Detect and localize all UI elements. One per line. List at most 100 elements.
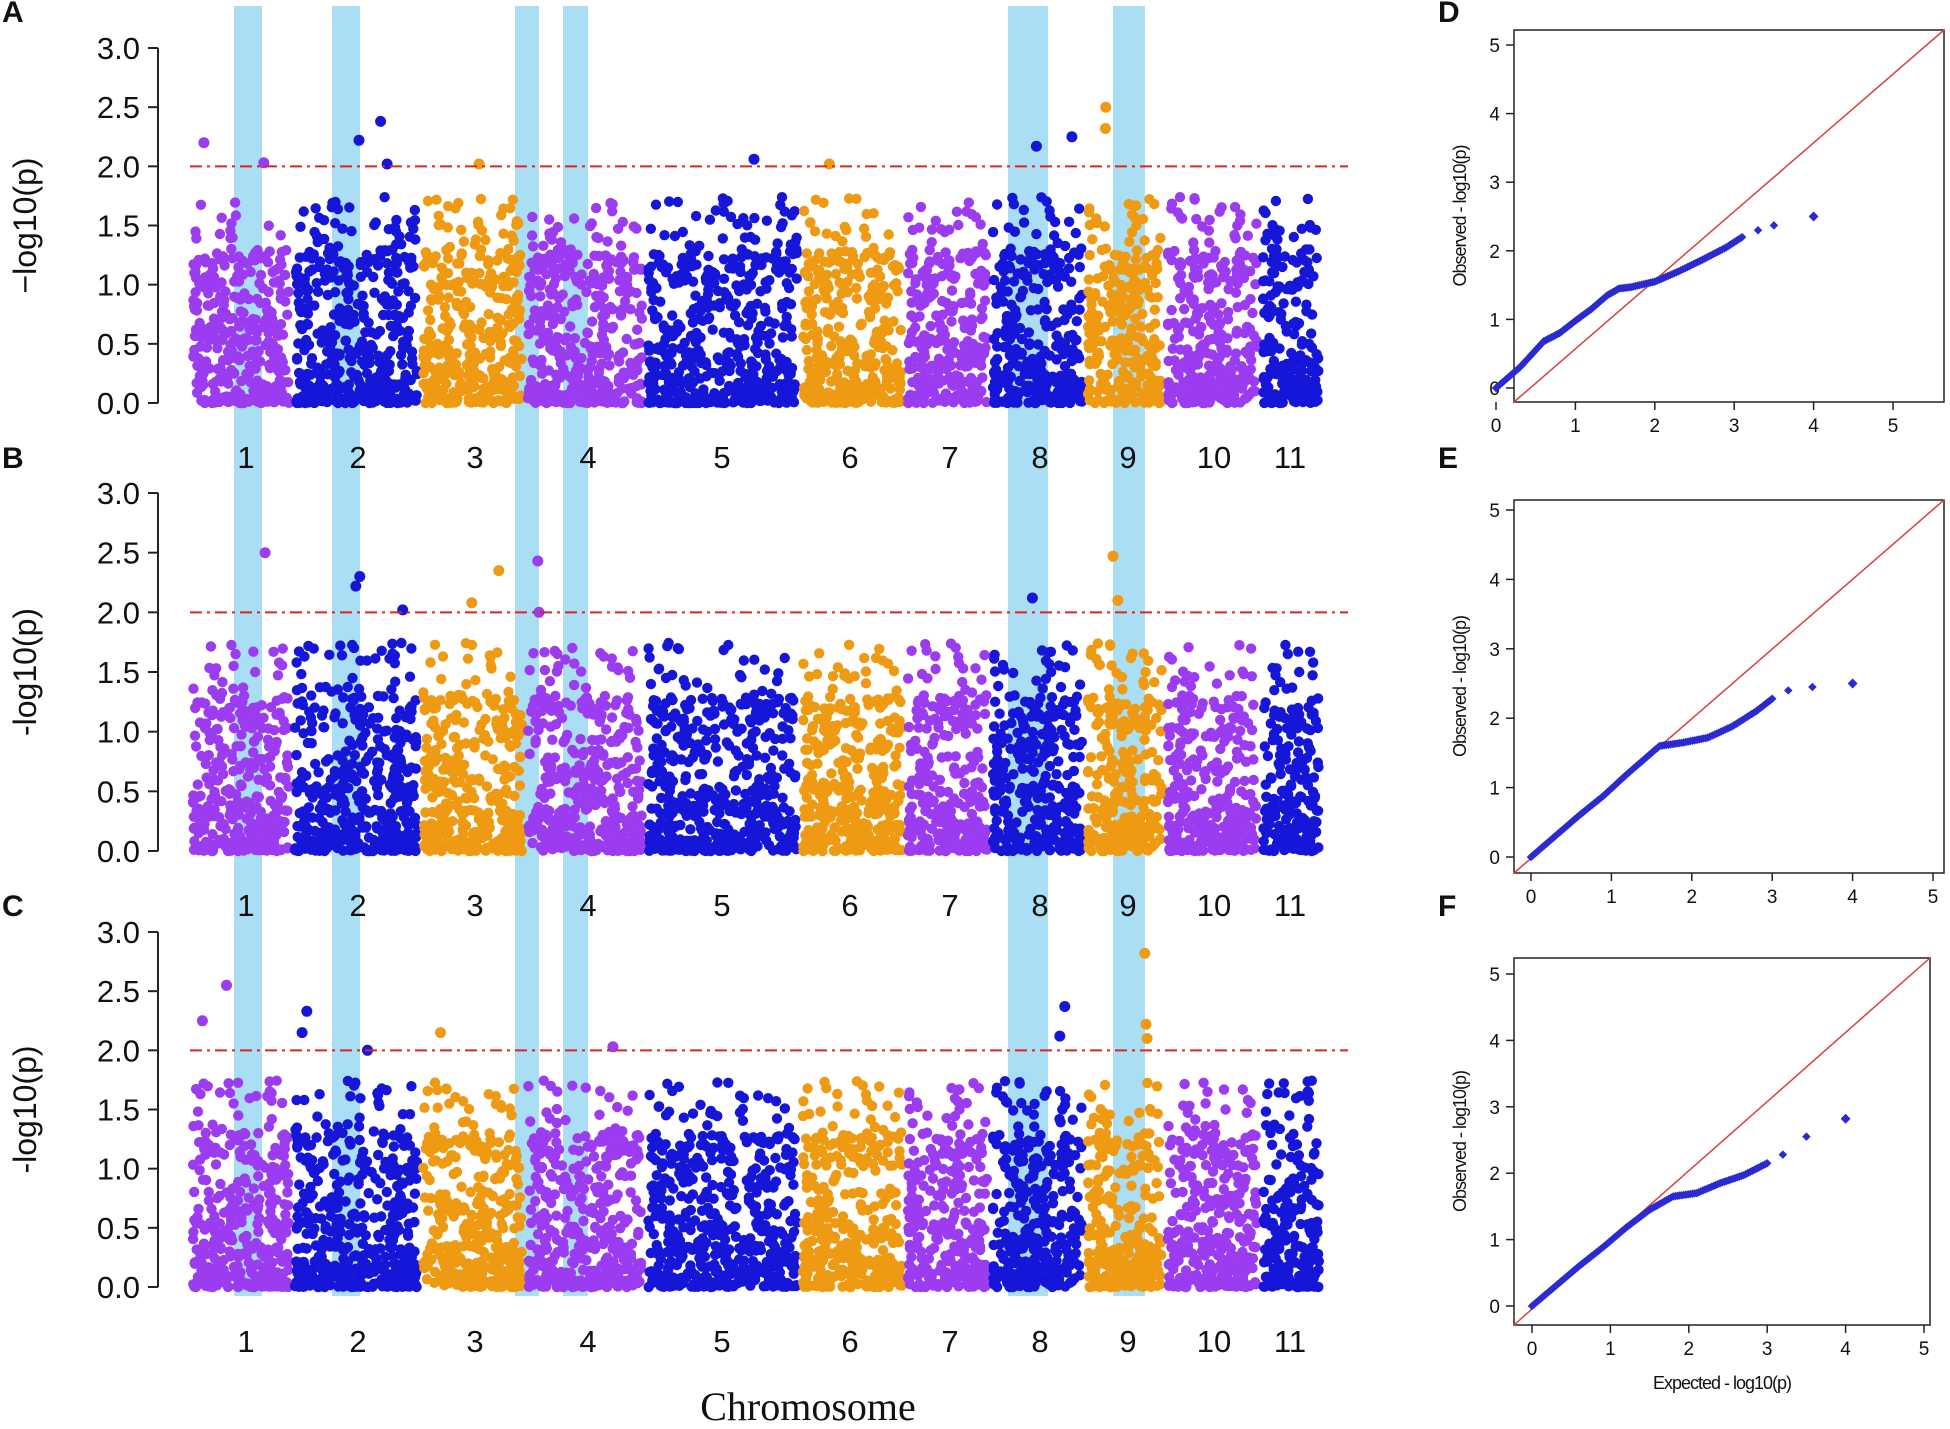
snp-point (616, 308, 627, 319)
snp-point (333, 396, 344, 408)
y-tick-label: 0.5 (97, 327, 140, 362)
snp-point (368, 271, 379, 283)
snp-point (235, 741, 246, 752)
snp-point (1268, 268, 1280, 279)
snp-point (1074, 203, 1085, 214)
snp-point (360, 727, 371, 738)
snp-point (481, 781, 493, 792)
snp-point (834, 277, 845, 288)
snp-point (335, 782, 346, 793)
snp-point (441, 244, 452, 256)
snp-point (370, 387, 381, 398)
snp-point (224, 788, 235, 799)
snp-point (419, 829, 430, 840)
snp-point (1290, 396, 1302, 408)
snp-point (328, 309, 340, 320)
snp-point (215, 710, 226, 721)
snp-point (1041, 321, 1052, 332)
snp-point (1150, 318, 1161, 329)
snp-point (309, 226, 320, 238)
snp-point (594, 299, 606, 310)
snp-point (582, 397, 593, 409)
snp-point (628, 360, 640, 372)
snp-point (514, 780, 526, 791)
snp-point (915, 201, 927, 213)
snp-point (1124, 236, 1135, 247)
snp-point (241, 813, 252, 824)
snp-point (1066, 355, 1077, 367)
snp-point (387, 648, 398, 659)
snp-point (569, 333, 581, 344)
snp-point (947, 302, 959, 314)
snp-point (1139, 235, 1150, 246)
snp-point (404, 231, 415, 242)
snp-point (203, 750, 214, 761)
snp-point (1148, 394, 1160, 405)
snp-point (979, 268, 991, 280)
snp-point (663, 397, 675, 408)
snp-point (247, 313, 259, 325)
snp-point (820, 366, 832, 378)
snp-point (667, 343, 678, 354)
snp-point (461, 679, 472, 690)
snp-point (427, 257, 438, 269)
snp-point (403, 325, 414, 337)
snp-point (333, 367, 344, 379)
snp-point (492, 322, 503, 333)
snp-point (1274, 281, 1285, 292)
snp-point (437, 651, 449, 662)
snp-point (837, 307, 849, 319)
snp-point (506, 254, 517, 266)
snp-point (1167, 397, 1178, 408)
snp-point (875, 383, 886, 395)
snp-point (230, 210, 242, 221)
snp-point (1091, 213, 1102, 224)
snp-point (826, 340, 837, 352)
snp-point (1268, 355, 1280, 367)
snp-point (440, 752, 451, 763)
snp-point (486, 663, 497, 674)
snp-point (1152, 263, 1163, 275)
snp-point (1084, 375, 1095, 386)
snp-point (1130, 313, 1141, 324)
snp-point (403, 286, 414, 297)
snp-point (1126, 323, 1138, 334)
snp-point (309, 300, 320, 311)
snp-point (1073, 249, 1084, 260)
snp-point (528, 357, 540, 369)
chromosome-label: 5 (713, 440, 730, 475)
snp-point (1070, 335, 1081, 346)
snp-point (501, 805, 512, 817)
snp-point (1290, 316, 1301, 328)
snp-point (804, 217, 816, 228)
snp-point (340, 335, 352, 346)
snp-point (653, 249, 664, 261)
snp-point (765, 328, 777, 339)
snp-point (1237, 381, 1248, 392)
snp-point (348, 642, 360, 654)
snp-point (309, 397, 320, 409)
snp-point (643, 340, 654, 351)
snp-point (975, 313, 987, 325)
snp-point (1051, 354, 1062, 365)
snp-point (306, 690, 317, 701)
snp-point (346, 280, 358, 291)
snp-point (370, 395, 382, 407)
snp-point (666, 359, 677, 370)
snp-point (1090, 288, 1101, 299)
snp-point (1166, 198, 1178, 209)
snp-point (672, 196, 683, 208)
snp-point (199, 804, 210, 816)
snp-point (1295, 276, 1306, 287)
snp-point (425, 314, 436, 326)
snp-point (338, 845, 349, 856)
snp-point (376, 774, 387, 785)
snp-point (1259, 397, 1270, 409)
snp-point (436, 373, 448, 385)
chromosome-label: 2 (349, 440, 366, 475)
snp-point (215, 741, 226, 753)
snp-point (1059, 314, 1070, 326)
snp-point (1166, 304, 1177, 316)
snp-point (390, 676, 401, 687)
snp-point (801, 344, 812, 356)
